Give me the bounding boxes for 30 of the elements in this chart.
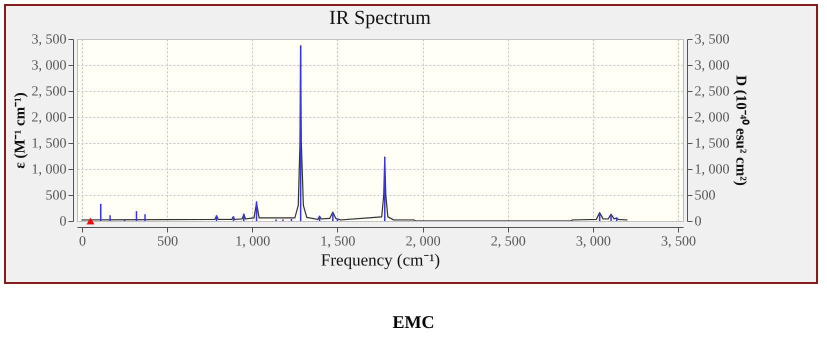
y-axis-title: ε (M⁻¹ cm⁻¹) bbox=[12, 92, 28, 169]
y-tick-label: 500 bbox=[46, 188, 66, 204]
y2-tick-label: 1, 500 bbox=[694, 136, 730, 152]
text: EMC bbox=[392, 312, 436, 333]
y2-tick-label: 0 bbox=[694, 214, 702, 230]
x-tick-label: 3, 500 bbox=[661, 234, 696, 250]
y2-tick-label: 3, 000 bbox=[694, 58, 730, 74]
x-axis-title: Frequency (cm⁻¹) bbox=[320, 250, 440, 270]
y2-tick-label: 2, 000 bbox=[694, 110, 730, 126]
x-tick-label: 2, 500 bbox=[490, 234, 526, 250]
chart-title: IR Spectrum bbox=[329, 7, 432, 29]
y-tick-label: 1, 000 bbox=[32, 162, 66, 178]
x-tick-label: 3, 000 bbox=[576, 234, 611, 250]
y-tick-label: 1, 500 bbox=[32, 136, 66, 152]
y2-tick-label: 500 bbox=[694, 188, 716, 204]
y2-axis-title: D (10⁻⁴⁰ esu² cm²) bbox=[732, 75, 750, 186]
x-tick-label: 500 bbox=[157, 234, 178, 250]
x-tick-label: 1, 500 bbox=[320, 234, 356, 250]
x-tick-label: 0 bbox=[79, 234, 86, 250]
y2-tick-label: 2, 500 bbox=[694, 84, 730, 100]
y-tick-label: 2, 500 bbox=[32, 84, 66, 100]
y-tick-label: 2, 000 bbox=[32, 110, 66, 126]
x-tick-label: 1, 000 bbox=[235, 234, 270, 250]
line-series bbox=[81, 45, 628, 221]
y2-tick-label: 1, 000 bbox=[694, 162, 730, 178]
x-tick-label: 2, 000 bbox=[406, 234, 441, 250]
y-tick-label: 0 bbox=[60, 214, 66, 230]
y-tick-label: 3, 000 bbox=[32, 58, 66, 74]
y-tick-label: 3, 500 bbox=[32, 32, 66, 48]
y2-tick-label: 3, 500 bbox=[694, 32, 730, 48]
